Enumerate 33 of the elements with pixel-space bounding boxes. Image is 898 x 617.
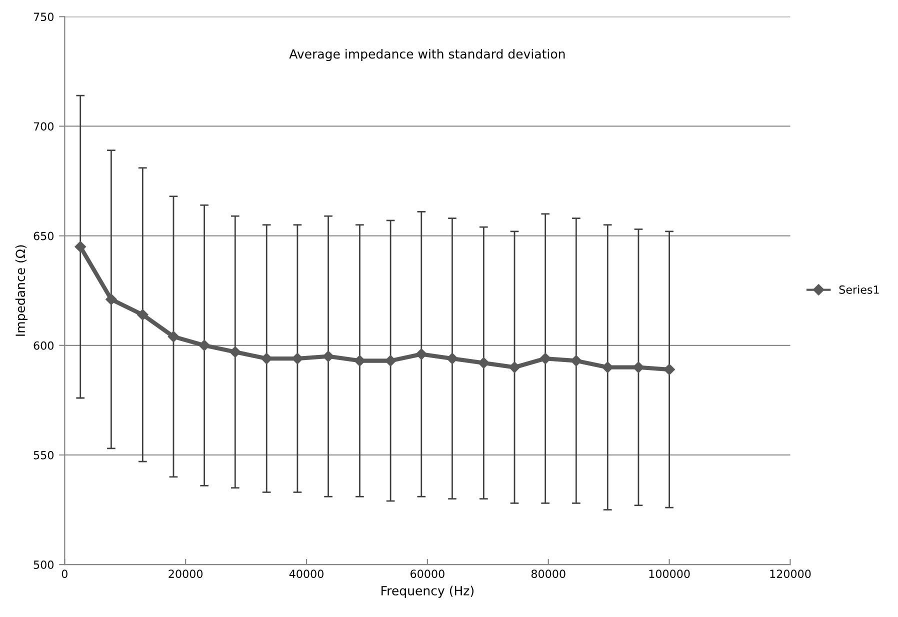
legend-label: Series1	[839, 285, 879, 294]
x-tick-label: 120000	[770, 570, 811, 578]
point	[230, 346, 241, 358]
y-tick-label: 550	[34, 450, 54, 460]
point	[540, 352, 551, 364]
point	[446, 352, 458, 364]
point	[478, 357, 490, 369]
point	[664, 364, 675, 376]
point	[570, 355, 582, 366]
x-tick-label: 60000	[410, 570, 444, 578]
point	[74, 241, 86, 252]
x-tick-label: 20000	[168, 570, 203, 578]
y-axis-title: Impedance (Ω)	[15, 245, 28, 336]
point	[322, 350, 334, 362]
x-tick-label: 0	[62, 570, 68, 578]
point	[354, 355, 366, 366]
point	[416, 348, 428, 360]
point	[198, 340, 210, 352]
x-tick-label: 40000	[289, 570, 324, 578]
point	[602, 362, 614, 373]
y-tick-label: 750	[34, 12, 54, 22]
point	[106, 294, 117, 305]
x-axis-title: Frequency (Hz)	[382, 586, 474, 598]
x-tick-label: 80000	[531, 570, 566, 578]
text: Average impedance with standard deviation	[289, 48, 565, 62]
point	[168, 331, 180, 342]
x-tick-label: 100000	[649, 570, 690, 578]
y-tick-label: 500	[34, 560, 54, 569]
point	[508, 362, 520, 373]
point	[137, 309, 148, 320]
y-tick-label: 600	[34, 341, 54, 350]
y-tick-label: 700	[34, 122, 54, 131]
y-tick-label: 650	[34, 232, 54, 240]
